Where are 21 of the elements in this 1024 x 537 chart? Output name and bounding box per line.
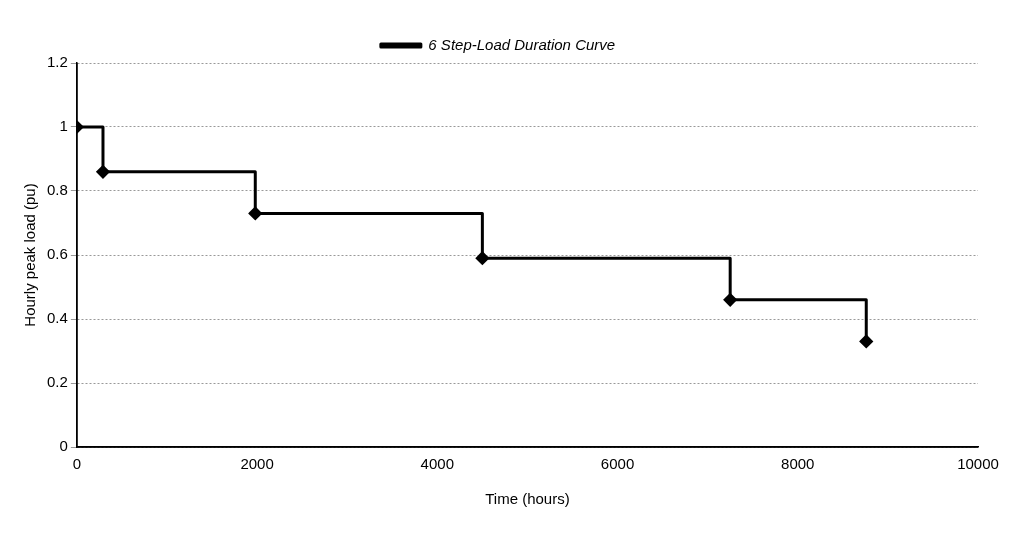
y-tick-label: 1 bbox=[59, 117, 68, 135]
y-tick-label: 1.2 bbox=[46, 53, 68, 71]
y-tick-label: 0.6 bbox=[46, 245, 68, 263]
y-tick-label: 0.8 bbox=[46, 181, 68, 199]
y-tick-label: 0.2 bbox=[46, 373, 68, 391]
x-tick-label: 0 bbox=[72, 455, 82, 473]
x-tick-label: 2000 bbox=[240, 455, 274, 473]
x-tick-label: 4000 bbox=[420, 455, 454, 473]
point bbox=[96, 165, 110, 179]
y-tick-label: 0.4 bbox=[46, 309, 68, 327]
y-axis-title: Hourly peak load (pu) bbox=[21, 183, 39, 327]
point bbox=[475, 251, 489, 265]
point bbox=[723, 293, 737, 307]
point bbox=[859, 334, 873, 348]
x-axis-title: Time (hours) bbox=[485, 490, 570, 508]
point bbox=[248, 206, 262, 220]
x-tick-label: 10000 bbox=[957, 455, 999, 473]
x-tick-label: 8000 bbox=[781, 455, 815, 473]
legend-label: 6 Step-Load Duration Curve bbox=[428, 35, 616, 53]
x-tick-label: 6000 bbox=[600, 455, 635, 473]
y-tick-label: 0 bbox=[59, 437, 68, 455]
